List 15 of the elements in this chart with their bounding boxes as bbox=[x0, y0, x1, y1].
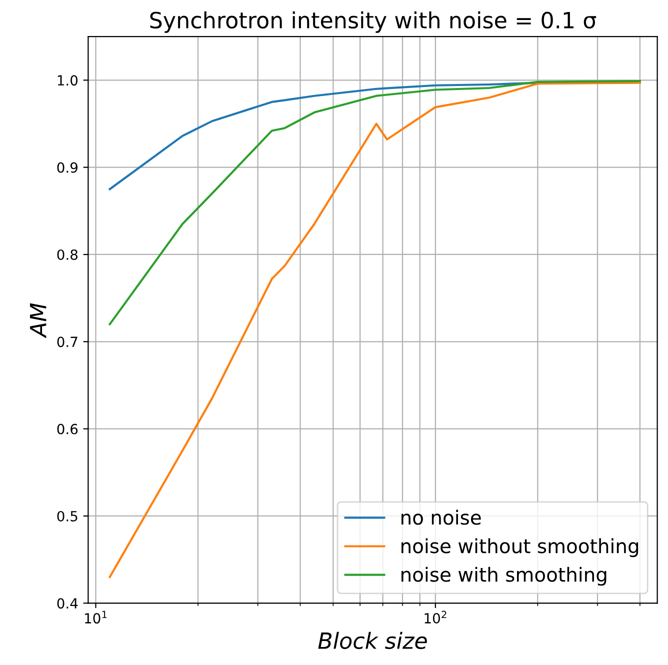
y-tick-label: 0.7 bbox=[57, 336, 78, 348]
y-axis-title: AM bbox=[30, 303, 46, 338]
legend-label: no noise bbox=[402, 510, 481, 525]
x-tick-label: 10$^{2}$ bbox=[424, 610, 446, 624]
legend-label: noise without smoothing bbox=[402, 538, 638, 558]
y-tick-label: 0.4 bbox=[57, 598, 78, 609]
legend-label: noise with smoothing bbox=[402, 566, 606, 586]
chart-title: Synchrotron intensity with noise = 0.1 σ bbox=[150, 11, 596, 33]
y-tick-label: 0.6 bbox=[57, 424, 78, 434]
x-axis-title: Block size bbox=[318, 632, 427, 650]
y-tick-label: 1.0 bbox=[58, 75, 78, 86]
y-tick-label: 0.8 bbox=[57, 249, 78, 260]
y-tick-label: 0.9 bbox=[57, 162, 78, 173]
x-tick-label: 10$^{1}$ bbox=[85, 610, 107, 624]
y-tick-label: 0.5 bbox=[57, 510, 78, 522]
